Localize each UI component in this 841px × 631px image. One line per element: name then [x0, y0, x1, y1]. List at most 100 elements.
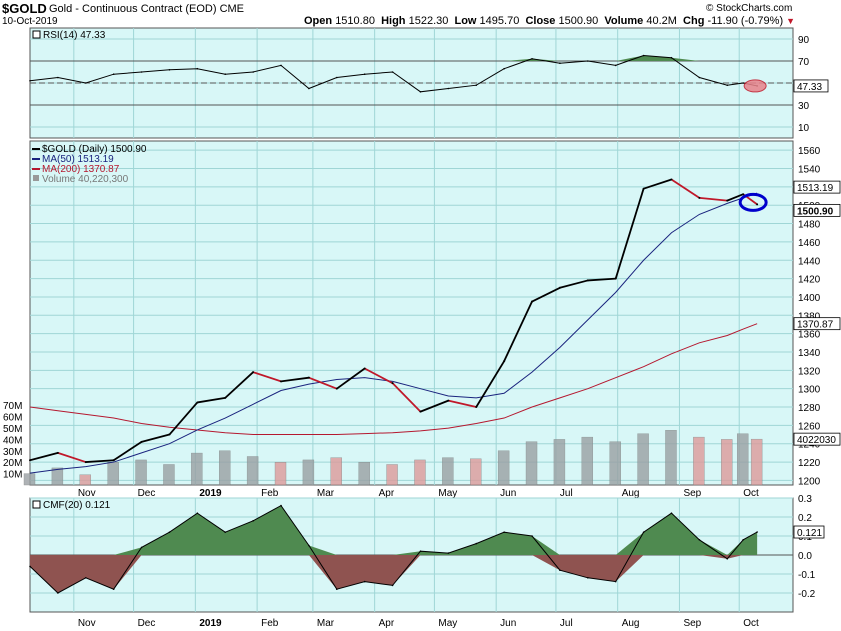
price-x-tick-label: Sep [683, 488, 701, 499]
price-tick-label: 1260 [798, 421, 821, 432]
cmf-point [503, 531, 505, 533]
rsi-point [196, 67, 199, 70]
price-point [742, 193, 745, 196]
volume-tick-label: 50M [3, 424, 22, 435]
price-point [84, 461, 87, 464]
price-point [140, 440, 143, 443]
cmf-tick-label: 0.2 [798, 513, 812, 524]
cmf-point [742, 539, 744, 541]
rsi-point [531, 58, 533, 60]
cmf-x-tick-label: May [438, 618, 457, 629]
price-x-tick-label: Mar [317, 488, 335, 499]
volume-bar [736, 433, 749, 486]
cmf-point [559, 569, 561, 571]
ma50-last-label: 1513.19 [797, 183, 834, 194]
price-x-tick-label: Oct [743, 488, 759, 499]
cmf-point [140, 546, 143, 549]
volume-bar [386, 464, 398, 486]
down-arrow-icon: ▼ [786, 16, 796, 26]
price-line-segment [29, 452, 59, 462]
price-legend-entry: MA(50) 1513.19 [42, 154, 114, 165]
price-line-segment [364, 367, 393, 384]
rsi-point [670, 56, 673, 59]
price-point [56, 451, 59, 454]
price-point [335, 387, 338, 390]
cmf-point [335, 588, 338, 590]
volume-bar [51, 467, 64, 486]
price-point [586, 279, 589, 282]
rsi-tick-label: 70 [798, 57, 810, 68]
price-x-tick-label: Aug [622, 488, 640, 499]
cmf-tick-label: 0.3 [798, 494, 812, 505]
rsi-point [57, 76, 59, 79]
cmf-positive-area [30, 505, 758, 555]
cmf-point [419, 550, 422, 552]
cmf-tick-label: -0.1 [798, 570, 816, 581]
rsi-point [642, 54, 645, 57]
rsi-point [29, 80, 31, 82]
price-tick-label: 1360 [798, 330, 821, 341]
rsi-point [587, 60, 589, 62]
ma50-last-label-box [793, 180, 841, 194]
price-tick-label: 1420 [798, 275, 821, 286]
cmf-x-tick-label: Apr [379, 618, 395, 629]
volume-bar [637, 433, 649, 486]
price-point [363, 367, 366, 370]
volume-bar [581, 436, 594, 486]
cmf-x-tick-label: Aug [622, 618, 640, 629]
high-value: 1522.30 [408, 15, 449, 27]
cmf-point [84, 577, 87, 579]
price-line-segment [699, 196, 728, 202]
cmf-x-tick-label: Dec [138, 618, 156, 629]
price-tick-label: 1200 [798, 476, 821, 487]
price-tick-label: 1340 [798, 348, 821, 359]
price-point [419, 410, 422, 413]
rsi-point [614, 64, 617, 67]
copyright-label: © StockCharts.com [706, 3, 793, 14]
volume-tick-label: 40M [3, 435, 22, 446]
price-tick-label: 1320 [798, 366, 821, 377]
volume-bar [609, 441, 621, 486]
price-point [224, 396, 227, 399]
price-line-segment [197, 396, 226, 404]
cmf-point [252, 520, 254, 522]
volume-last-label: 4022030 [797, 435, 836, 446]
volume-bar [693, 436, 705, 486]
ma200-line [29, 323, 758, 436]
price-line-segment [168, 401, 199, 436]
price-line-segment [503, 301, 533, 362]
volume-bar [135, 459, 147, 486]
volume-tick-label: 10M [3, 470, 22, 481]
rsi-point [726, 84, 729, 86]
cmf-x-tick-label: Nov [78, 618, 96, 629]
cmf-last-value-box [793, 525, 825, 539]
rsi-point [391, 71, 394, 73]
cmf-x-tick-label: Sep [683, 618, 701, 629]
price-point [29, 459, 31, 462]
rsi-tick-label: 10 [798, 123, 810, 134]
volume-tick-label: 20M [3, 458, 22, 469]
price-point [252, 371, 255, 374]
price-tick-label: 1400 [798, 293, 821, 304]
price-x-tick-label: Jun [500, 488, 516, 499]
price-line-segment [670, 178, 700, 199]
volume-bar [525, 441, 538, 486]
rsi-point [308, 87, 310, 90]
price-point [475, 406, 478, 409]
rsi-point [503, 67, 505, 70]
price-line-segment [420, 399, 449, 413]
ma50-line [29, 192, 758, 474]
price-point [558, 286, 561, 289]
volume-bar [274, 462, 287, 486]
cmf-point [756, 531, 758, 533]
rsi-point [140, 71, 143, 73]
price-point [391, 382, 394, 385]
rsi-legend-swatch [32, 30, 41, 39]
price-line-segment [85, 459, 114, 463]
price-x-tick-label: Feb [261, 488, 279, 499]
cmf-x-tick-label: Feb [261, 618, 279, 629]
cmf-x-tick-label: 2019 [199, 618, 222, 629]
price-tick-label: 1220 [798, 458, 821, 469]
cmf-point [112, 588, 115, 590]
